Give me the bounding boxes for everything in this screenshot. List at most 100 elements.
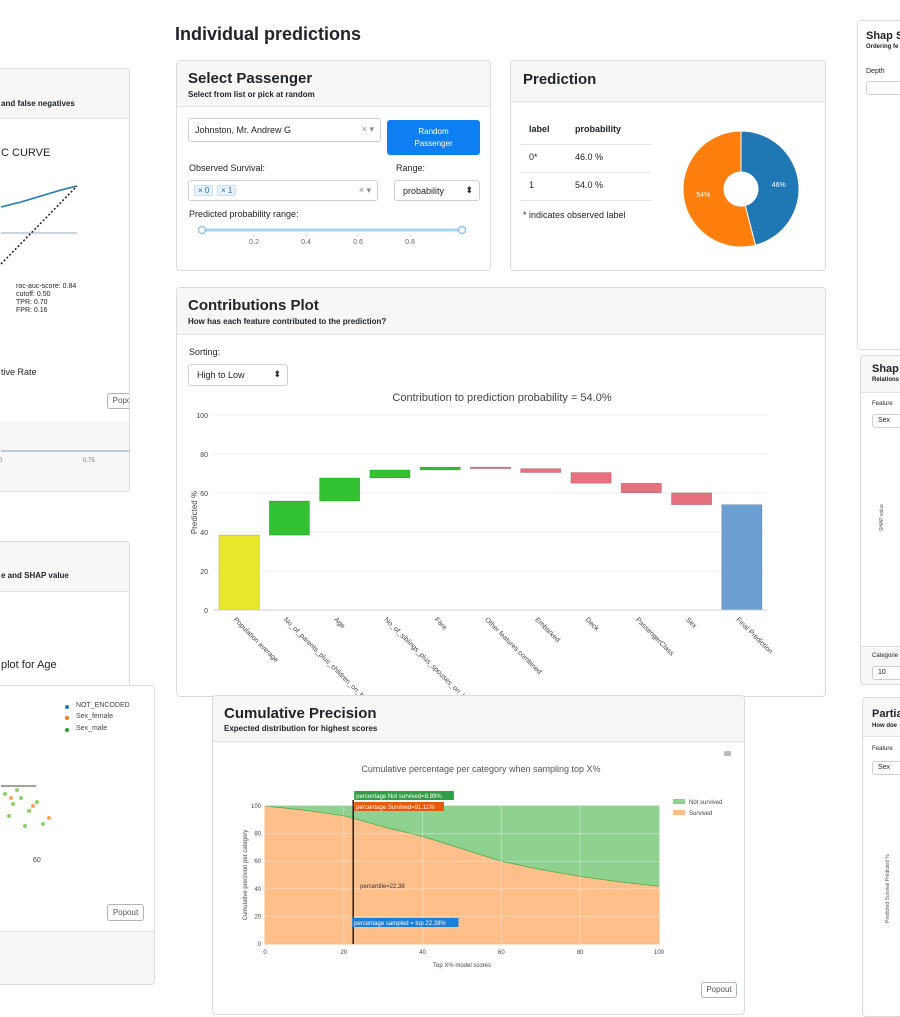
x-tick-label: No_of_siblings_plus_spouses_on_board (383, 616, 477, 697)
x-tick-label: PassengerClass (634, 616, 675, 657)
popout-button[interactable]: Popo (107, 393, 129, 409)
field-label: Observed Survival: (189, 163, 266, 173)
x-tick-label: Population average (232, 616, 280, 664)
card-title: Select Passenger (188, 70, 313, 87)
depth-input[interactable] (866, 81, 900, 95)
camera-icon (724, 751, 731, 756)
annotation-box (354, 791, 454, 800)
x-tick-label: 60 (498, 950, 505, 956)
table-cell: 46.0 % (575, 152, 604, 162)
popout-button[interactable]: Popout (701, 982, 737, 998)
legend-swatch (673, 799, 685, 804)
y-tick-label: 40 (254, 887, 261, 893)
y-axis-label: Predicted Survival Predicted % (885, 854, 891, 923)
field-label: Categorie (872, 653, 899, 659)
select-caret: ⬍ (465, 185, 473, 195)
passenger-name: Johnston, Mr. Andrew G (195, 125, 292, 135)
x-tick-label: 0 (263, 950, 267, 956)
roc-stat: FPR: 0.16 (16, 307, 48, 314)
table-cell: 1 (529, 180, 535, 190)
tag[interactable]: × 0 (194, 185, 214, 196)
card-subtitle: Expected distribution for highest scores (224, 724, 378, 733)
waterfall-bar (419, 466, 461, 471)
random-button[interactable]: Random Passenger (387, 120, 480, 155)
waterfall-bar (470, 466, 511, 469)
cumulative-chart: Cumulative percentage per category when … (243, 751, 731, 969)
observed-multiselect[interactable]: × 0 × 1 × ▾ (188, 180, 378, 201)
y-tick-label: 60 (200, 491, 208, 498)
scatter-points (3, 788, 45, 828)
waterfall-bar (269, 500, 310, 536)
diagonal (0, 185, 78, 265)
probability-slider[interactable]: 0.2 0.4 0.6 0.8 (177, 221, 491, 261)
prediction-card: Prediction label probability 0* 46.0 % 1 54.0… (510, 60, 826, 271)
card-title: Partia (872, 708, 900, 720)
card-header (213, 696, 744, 742)
card-header (863, 698, 900, 737)
passenger-dropdown[interactable]: Johnston, Mr. Andrew G × ▾ (188, 118, 381, 142)
y-axis-label: Cumulative precision per category (243, 830, 249, 921)
card-subtitle: How doe (872, 723, 897, 729)
feature-select[interactable]: Sex (872, 761, 900, 775)
select-caret: ⬍ (273, 369, 281, 379)
x-tick-label: Embarked (533, 616, 561, 644)
prediction-donut: 46% 54% (682, 130, 800, 248)
x-tick-label: Sex (684, 616, 698, 630)
note: * indicates observed label (523, 210, 626, 220)
x-tick-label: 100 (654, 950, 665, 956)
legend-label: Survived (689, 811, 712, 817)
card-title: and false negatives (1, 99, 75, 108)
roc-stats: roc-auc-score: 0.84 cutoff: 0.50 TPR: 0.70… (16, 283, 76, 315)
legend-label: NOT_ENCODED (76, 702, 130, 709)
annotation: percentage Not survived=8.89% (356, 794, 442, 800)
slider[interactable] (1, 450, 129, 452)
waterfall-bar (319, 477, 361, 502)
slider-handle (197, 225, 207, 235)
range-select[interactable]: probability ⬍ (394, 180, 480, 201)
annotation-box (352, 918, 459, 927)
chart-title: Cumulative percentage per category when … (361, 764, 600, 774)
roc-plot (0, 185, 78, 265)
table-cell: label (529, 124, 550, 134)
annotation: percentage sampled = top 22.38% (354, 921, 446, 927)
sorting-value: High to Low (197, 370, 245, 380)
shap-summary-card: Shap S Ordering fe Depth (857, 20, 900, 350)
contributions-chart: Contribution to prediction probability =… (190, 392, 774, 697)
slider-tick-label: 0.4 (301, 239, 311, 246)
slider-tick-label: 0.8 (405, 239, 415, 246)
popout-button[interactable]: Popout (107, 904, 144, 921)
pdp-card: Partia How doe Feature Sex Predicted Sur… (862, 697, 900, 1017)
category-select[interactable]: 10 (872, 666, 900, 680)
card-subtitle: Select from list or pick at random (188, 90, 315, 99)
annotation: percentage Survived=91.11% (356, 805, 435, 811)
scatter-points (9, 796, 51, 820)
y-tick-label: 0 (204, 608, 208, 615)
y-tick-label: 40 (200, 530, 208, 537)
chart-title: plot for Age (1, 659, 57, 671)
tick-label: 60 (33, 857, 41, 864)
select-passenger-card: Select Passenger Select from list or pic… (176, 60, 491, 271)
card-title: Shap (872, 363, 899, 375)
x-tick-label: Other features combined (483, 616, 543, 676)
legend-label: Not survived (689, 800, 722, 806)
legend-label: Sex_male (76, 725, 108, 732)
y-axis-label: SHAP value (879, 504, 885, 531)
x-tick-label: Deck (584, 616, 601, 633)
table-cell: 0* (529, 152, 538, 162)
x-tick-label: No_of_parents_plus_children_on_board (282, 616, 375, 697)
card-title: e and SHAP value (1, 571, 69, 580)
range-value: probability (403, 186, 445, 196)
legend-swatch (673, 810, 685, 815)
roc-card: and false negatives C CURVE roc-auc-scor… (0, 68, 130, 492)
tag[interactable]: × 1 (217, 185, 237, 196)
field-label: Sorting: (189, 347, 221, 357)
roc-stat: cutoff: 0.50 (16, 291, 51, 298)
slider-band (0, 421, 129, 491)
y-tick-label: 80 (200, 452, 208, 459)
field-label: Feature (872, 401, 893, 407)
feature-select[interactable]: Sex (872, 414, 900, 428)
dropdown-icons: × ▾ (358, 185, 371, 195)
sorting-select[interactable]: High to Low ⬍ (188, 364, 288, 386)
card-subtitle: Ordering fe (866, 44, 899, 50)
